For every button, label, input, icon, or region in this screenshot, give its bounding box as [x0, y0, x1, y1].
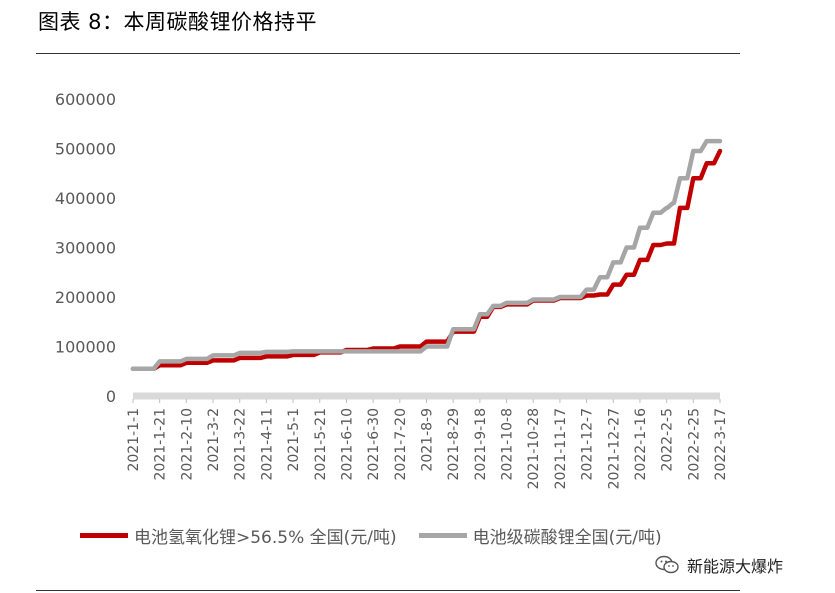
x-tick-label: 2021-3-2 [206, 408, 222, 472]
x-tick-label: 2021-9-18 [473, 408, 489, 480]
legend-item-lithium-carbonate: 电池级碳酸锂全国(元/吨) [418, 523, 662, 548]
x-tick-label: 2021-10-28 [526, 408, 542, 489]
watermark-text: 新能源大爆炸 [687, 557, 784, 576]
x-tick-label: 2021-2-10 [179, 408, 195, 480]
page-title: 图表 8：本周碳酸锂价格持平 [38, 10, 318, 34]
series-line-1 [130, 138, 723, 372]
y-tick-label: 500000 [55, 140, 116, 159]
chart-series [130, 138, 723, 372]
top-divider [36, 53, 740, 54]
x-tick-label: 2022-2-25 [686, 408, 702, 480]
y-tick-label: 600000 [55, 90, 116, 109]
y-tick-label: 300000 [55, 239, 116, 258]
x-tick-label: 2021-3-22 [233, 408, 249, 480]
y-tick-label: 400000 [55, 189, 116, 208]
chart-axes: 0 100000 200000 300000 400000 500000 600000 202… [55, 90, 729, 489]
x-tick-label: 2021-4-11 [259, 408, 275, 480]
x-tick-label: 2022-1-16 [633, 408, 649, 481]
x-tick-label: 2021-8-29 [446, 408, 462, 480]
bottom-divider [36, 590, 740, 591]
x-tick-label: 2021-6-30 [366, 408, 382, 480]
chart-legend: 电池氢氧化锂>56.5% 全国(元/吨) 电池级碳酸锂全国(元/吨) [80, 523, 684, 548]
x-tick-label: 2022-3-17 [713, 408, 729, 480]
legend-swatch-lithium-hydroxide [80, 533, 128, 538]
x-tick-label: 2021-6-10 [339, 408, 355, 480]
x-tick-label: 2021-10-8 [500, 408, 516, 480]
legend-label-lithium-hydroxide: 电池氢氧化锂>56.5% 全国(元/吨) [134, 528, 397, 548]
x-tick-label: 2022-2-5 [660, 408, 676, 472]
legend-label-lithium-carbonate: 电池级碳酸锂全国(元/吨) [472, 528, 662, 548]
series-line-0 [130, 148, 723, 372]
y-tick-label: 100000 [55, 338, 116, 357]
x-tick-label: 2021-5-1 [286, 408, 302, 472]
y-tick-label: 0 [106, 387, 116, 406]
x-tick-label: 2021-12-27 [606, 408, 622, 489]
x-tick-label: 2021-11-17 [553, 408, 569, 489]
x-tick-label: 2021-8-9 [420, 408, 436, 472]
y-tick-label: 200000 [55, 288, 116, 307]
x-tick-label: 2021-12-7 [580, 408, 596, 480]
legend-swatch-lithium-carbonate [418, 533, 467, 538]
watermark: 新能源大爆炸 [655, 553, 783, 577]
x-tick-label: 2021-7-20 [393, 408, 409, 480]
x-tick-label: 2021-5-21 [313, 408, 329, 480]
legend-item-lithium-hydroxide: 电池氢氧化锂>56.5% 全国(元/吨) [80, 523, 397, 548]
wechat-icon [655, 555, 679, 574]
x-tick-label: 2021-1-21 [153, 408, 169, 480]
x-tick-label: 2021-1-1 [126, 408, 142, 472]
